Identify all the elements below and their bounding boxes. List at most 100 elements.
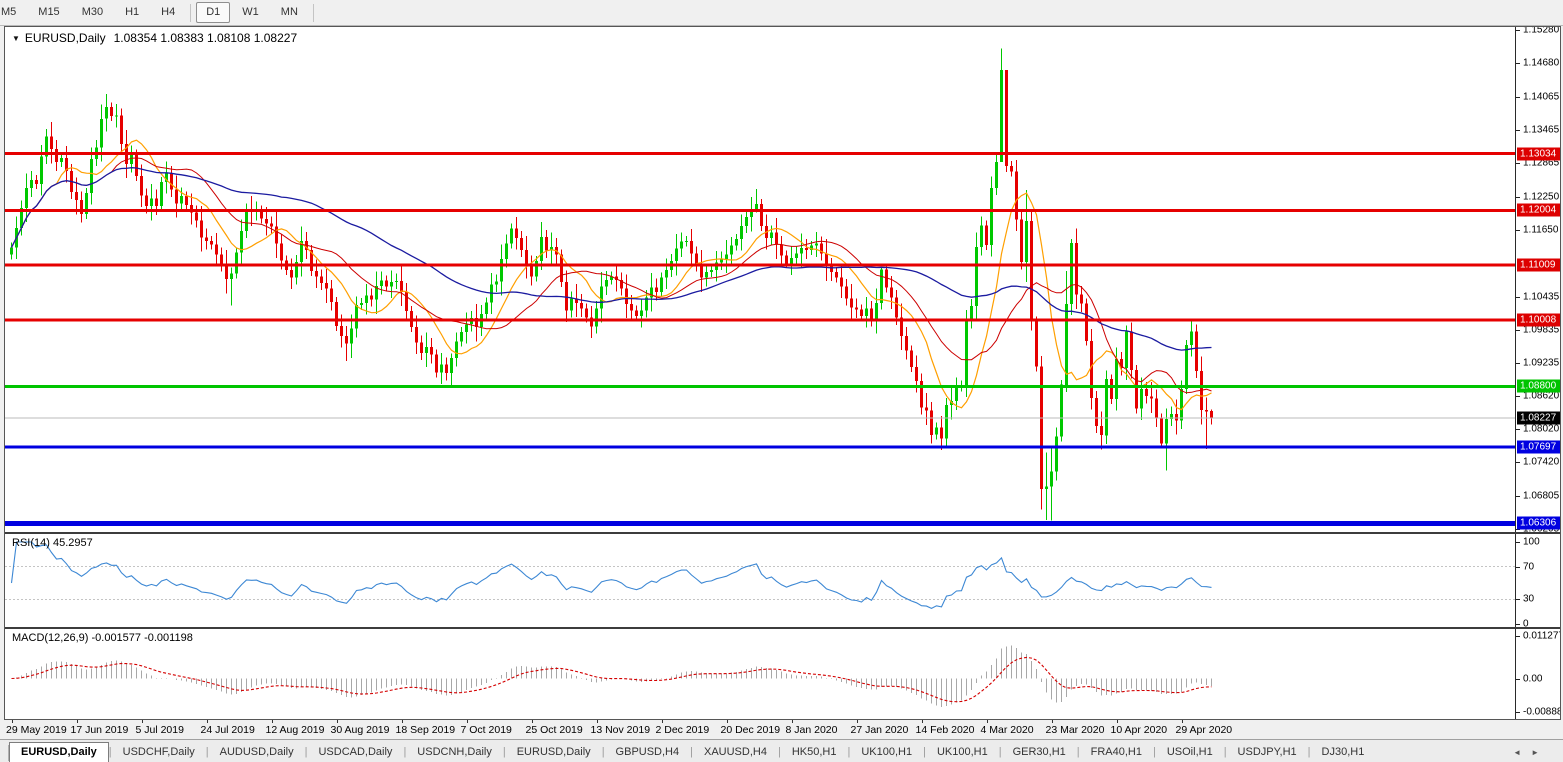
tabs-scroll-left-icon[interactable]: ◄ <box>1513 748 1532 757</box>
macd-tickmark <box>1516 678 1520 680</box>
tabs-scroll-right-icon[interactable]: ► <box>1531 748 1549 757</box>
tf-button-h4[interactable]: H4 <box>161 6 176 18</box>
macd-canvas[interactable] <box>5 629 1515 719</box>
date-label: 25 Oct 2019 <box>525 724 583 736</box>
date-label: 2 Dec 2019 <box>655 724 710 736</box>
date-label: 10 Apr 2020 <box>1110 724 1168 736</box>
tab-xauusd-h4[interactable]: XAUUSD,H4 <box>703 746 767 758</box>
price-tick-label: 1.06805 <box>1523 490 1560 502</box>
price-tick-label: 1.15280 <box>1523 27 1560 36</box>
date-label: 20 Dec 2019 <box>720 724 781 736</box>
price-tickmark <box>1516 429 1520 431</box>
tf-button-d1[interactable]: D1 <box>196 2 231 23</box>
tab-ger30-h1[interactable]: GER30,H1 <box>1012 746 1066 758</box>
date-tickmark <box>11 720 13 723</box>
rsi-axis[interactable]: 100 70 30 0 <box>1515 534 1560 627</box>
price-tickmark <box>1516 30 1520 32</box>
current-price-badge: 1.08227 <box>1517 411 1560 425</box>
rsi-scale-label: 30 <box>1523 593 1535 605</box>
date-tickmark <box>1116 720 1118 723</box>
rsi-pane: RSI(14) 45.2957 100 70 30 0 <box>5 534 1560 627</box>
tab-separator: | <box>998 746 1002 758</box>
price-chart-canvas[interactable] <box>5 27 1515 532</box>
date-label: 12 Aug 2019 <box>265 724 325 736</box>
toolbar-separator <box>312 3 314 22</box>
rsi-canvas[interactable] <box>5 534 1515 627</box>
tab-eurusd-daily[interactable]: EURUSD,Daily <box>516 746 591 758</box>
date-tickmark <box>1051 720 1053 723</box>
tab-separator: | <box>847 746 851 758</box>
price-tick-label: 1.08020 <box>1523 423 1560 435</box>
price-level-badge: 1.07697 <box>1517 440 1560 454</box>
tab-eurusd-daily[interactable]: EURUSD,Daily <box>9 742 109 762</box>
rsi-tickmark <box>1516 566 1520 568</box>
rsi-label: RSI(14) 45.2957 <box>12 537 93 549</box>
tabbar-left-edge <box>0 745 9 761</box>
macd-scale-label: 0.00 <box>1523 673 1543 684</box>
tab-uk100-h1[interactable]: UK100,H1 <box>861 746 913 758</box>
tf-button-w1[interactable]: W1 <box>242 6 259 18</box>
date-label: 18 Sep 2019 <box>395 724 456 736</box>
tab-separator: | <box>1076 746 1080 758</box>
pane-divider[interactable] <box>5 532 1560 534</box>
rsi-tickmark <box>1516 599 1520 601</box>
macd-axis[interactable]: 0.011277 0.00 -0.0088845 <box>1515 629 1560 719</box>
tab-separator: | <box>1152 746 1156 758</box>
date-label: 4 Mar 2020 <box>980 724 1034 736</box>
tab-audusd-daily[interactable]: AUDUSD,Daily <box>219 746 294 758</box>
date-tickmark <box>271 720 273 723</box>
chart-symbol-label: EURUSD,Daily <box>24 31 106 45</box>
tf-button-m30[interactable]: M30 <box>81 6 104 18</box>
price-tick-label: 1.12865 <box>1523 157 1560 169</box>
tab-separator: | <box>923 746 926 758</box>
tab-hk50-h1[interactable]: HK50,H1 <box>791 746 837 758</box>
date-label: 27 Jan 2020 <box>850 724 909 736</box>
time-axis[interactable]: 29 May 2019 17 Jun 2019 5 Jul 2019 24 Jul 2… <box>4 720 1561 740</box>
tab-usdcad-daily[interactable]: USDCAD,Daily <box>318 746 393 758</box>
price-tick-label: 1.10435 <box>1523 291 1560 302</box>
price-tick-label: 1.14680 <box>1523 57 1560 69</box>
macd-tickmark <box>1516 636 1520 637</box>
date-tickmark <box>531 720 533 723</box>
macd-scale-label: -0.0088845 <box>1523 706 1560 718</box>
price-tickmark <box>1516 329 1520 331</box>
tf-button-m5[interactable]: M5 <box>1 6 17 18</box>
date-tickmark <box>401 720 403 723</box>
date-tickmark <box>466 720 468 723</box>
tab-separator: | <box>304 746 308 758</box>
chart-tabs: EURUSD,Daily | USDCHF,Daily | AUDUSD,Daily | U… <box>0 739 1563 762</box>
tab-dj30-h1[interactable]: DJ30,H1 <box>1321 746 1365 758</box>
tab-usdchf-daily[interactable]: USDCHF,Daily <box>122 746 195 758</box>
price-level-badge: 1.11009 <box>1517 258 1560 272</box>
date-tickmark <box>76 720 78 723</box>
price-level-badge: 1.06306 <box>1517 516 1560 530</box>
tab-separator: | <box>1223 746 1227 758</box>
tab-gbpusd-h4[interactable]: GBPUSD,H4 <box>615 746 680 758</box>
date-tickmark <box>791 720 793 723</box>
tf-button-m15[interactable]: M15 <box>38 6 60 18</box>
price-axis[interactable]: 1.15280 1.14680 1.14065 1.13465 1.12865 1.122… <box>1515 27 1560 532</box>
date-label: 8 Jan 2020 <box>785 724 838 736</box>
tf-button-mn[interactable]: MN <box>280 6 298 18</box>
tab-fra40-h1[interactable]: FRA40,H1 <box>1090 746 1142 758</box>
timeframe-toolbar: M5 M15 M30 H1 H4 D1 W1 MN <box>0 0 1563 26</box>
tab-separator: | <box>601 746 605 758</box>
date-tickmark <box>1181 720 1183 723</box>
price-tick-label: 1.09235 <box>1523 357 1560 368</box>
tab-usdcnh-daily[interactable]: USDCNH,Daily <box>417 746 492 758</box>
price-level-badge: 1.08800 <box>1517 379 1560 393</box>
rsi-scale-label: 0 <box>1523 618 1529 628</box>
tab-usoil-h1[interactable]: USOil,H1 <box>1166 746 1213 758</box>
date-label: 29 Apr 2020 <box>1175 724 1233 736</box>
tab-uk100-h1[interactable]: UK100,H1 <box>936 746 988 758</box>
chart-dropdown-icon[interactable]: ▼ <box>12 34 20 43</box>
date-tickmark <box>856 720 858 723</box>
price-tickmark <box>1516 462 1520 464</box>
macd-tickmark <box>1516 712 1520 713</box>
tab-usdjpy-h1[interactable]: USDJPY,H1 <box>1237 746 1297 758</box>
pane-divider[interactable] <box>5 627 1560 629</box>
tabs-scroll-arrows: ◄► <box>1513 748 1549 757</box>
tf-button-h1[interactable]: H1 <box>125 6 140 18</box>
rsi-scale-label: 70 <box>1523 561 1535 573</box>
date-label: 13 Nov 2019 <box>590 724 651 736</box>
